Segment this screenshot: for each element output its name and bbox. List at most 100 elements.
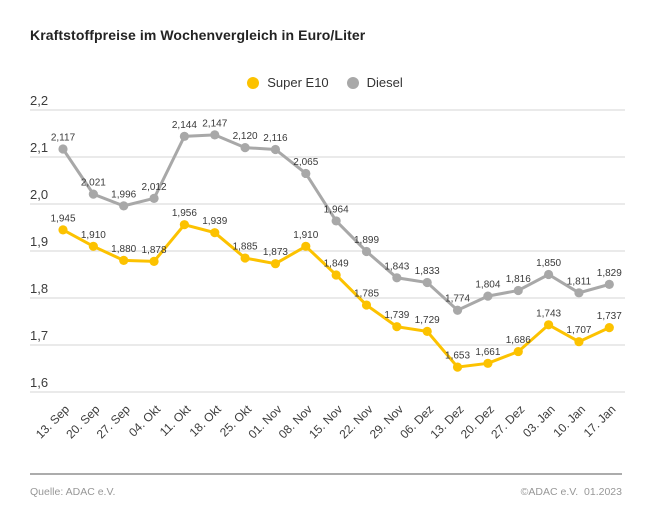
data-point-diesel [513, 285, 523, 296]
data-point-diesel [119, 201, 129, 211]
data-point-diesel [58, 144, 68, 154]
data-point-diesel [270, 144, 281, 155]
x-tick-label: 04. Okt [126, 402, 164, 440]
data-label-super-e10: 1,737 [597, 311, 622, 322]
data-point-super-e10 [483, 358, 493, 368]
data-label-super-e10: 1,739 [384, 310, 409, 321]
data-label-diesel: 2,144 [172, 120, 197, 131]
x-tick-label: 11. Okt [157, 402, 194, 439]
data-point-diesel [361, 246, 372, 257]
data-point-super-e10 [544, 320, 554, 330]
data-point-diesel [422, 277, 432, 288]
legend-item-super-e10: Super E10 [247, 75, 329, 90]
data-point-super-e10 [270, 259, 281, 269]
x-tick-label: 10. Jan [550, 402, 588, 440]
data-label-diesel: 2,116 [263, 133, 288, 144]
data-point-diesel [149, 193, 159, 203]
data-label-super-e10: 1,661 [475, 347, 500, 358]
data-point-super-e10 [331, 270, 341, 280]
legend-label-diesel: Diesel [366, 75, 403, 90]
data-point-diesel [179, 131, 189, 141]
y-tick-label: 2,1 [30, 140, 48, 155]
legend-item-diesel: Diesel [346, 75, 403, 90]
data-label-diesel: 2,012 [142, 182, 167, 193]
data-label-diesel: 2,065 [293, 157, 318, 168]
data-label-super-e10: 1,743 [536, 308, 561, 319]
data-point-diesel [392, 273, 402, 283]
data-label-diesel: 2,120 [233, 131, 258, 142]
data-label-super-e10: 1,956 [172, 208, 197, 219]
data-point-super-e10 [574, 337, 584, 347]
x-tick-label: 17. Jan [581, 402, 619, 440]
diesel-dot-icon [346, 76, 359, 89]
x-tick-label: 27. Dez [488, 402, 527, 441]
data-label-super-e10: 1,686 [506, 335, 531, 346]
legend: Super E10 Diesel [0, 75, 650, 90]
data-label-diesel: 2,021 [81, 178, 106, 189]
data-label-super-e10: 1,939 [202, 216, 227, 227]
y-tick-label: 1,7 [30, 328, 48, 343]
data-label-diesel: 1,804 [475, 280, 500, 291]
data-point-super-e10 [88, 241, 98, 251]
data-point-super-e10 [58, 225, 68, 235]
super-e10-dot-icon [247, 76, 260, 89]
data-label-super-e10: 1,873 [263, 247, 288, 258]
data-point-diesel [88, 189, 98, 199]
y-tick-label: 2,0 [30, 187, 48, 202]
data-point-diesel [331, 216, 341, 226]
data-point-super-e10 [392, 322, 402, 332]
x-tick-label: 18. Okt [187, 402, 225, 440]
data-label-diesel: 1,899 [354, 235, 379, 246]
data-label-diesel: 1,964 [324, 204, 349, 215]
copyright-note: ©ADAC e.V. 01.2023 [520, 486, 622, 498]
data-point-super-e10 [301, 241, 311, 251]
data-label-diesel: 1,833 [415, 266, 440, 277]
source-note: Quelle: ADAC e.V. [30, 486, 116, 498]
data-label-super-e10: 1,729 [415, 315, 440, 326]
data-point-super-e10 [513, 346, 523, 357]
data-label-diesel: 1,843 [384, 261, 409, 272]
data-label-super-e10: 1,910 [293, 230, 318, 241]
x-tick-label: 27. Sep [94, 402, 133, 441]
data-label-super-e10: 1,785 [354, 289, 379, 300]
data-point-diesel [544, 269, 554, 280]
x-tick-label: 03. Jan [520, 402, 558, 440]
data-label-super-e10: 1,885 [233, 242, 258, 253]
data-label-super-e10: 1,880 [111, 244, 136, 255]
data-point-super-e10 [119, 255, 129, 265]
data-label-super-e10: 1,653 [445, 351, 470, 362]
data-label-super-e10: 1,849 [324, 258, 349, 269]
data-point-super-e10 [179, 220, 189, 230]
data-point-diesel [604, 279, 614, 289]
data-label-diesel: 2,147 [202, 118, 227, 129]
data-label-diesel: 2,117 [51, 133, 76, 144]
data-label-super-e10: 1,945 [50, 213, 75, 224]
data-label-super-e10: 1,910 [81, 230, 106, 241]
data-label-super-e10: 1,878 [142, 245, 167, 256]
y-tick-label: 1,8 [30, 281, 48, 296]
data-point-diesel [452, 305, 463, 315]
page-title: Kraftstoffpreise im Wochenvergleich in E… [30, 27, 366, 43]
data-label-diesel: 1,829 [597, 268, 622, 279]
data-label-diesel: 1,811 [567, 276, 592, 287]
footer-divider [30, 473, 622, 475]
data-point-super-e10 [422, 326, 432, 336]
data-point-diesel [301, 168, 311, 179]
data-label-super-e10: 1,707 [566, 325, 591, 336]
data-label-diesel: 1,816 [506, 274, 531, 285]
data-point-diesel [240, 143, 250, 153]
data-label-diesel: 1,996 [111, 189, 136, 200]
y-tick-label: 1,9 [30, 234, 48, 249]
data-label-diesel: 1,774 [445, 294, 470, 305]
legend-label-super-e10: Super E10 [267, 75, 329, 90]
data-point-super-e10 [361, 300, 372, 310]
data-point-super-e10 [210, 228, 220, 238]
y-tick-label: 1,6 [30, 375, 48, 390]
data-point-diesel [210, 130, 220, 140]
data-point-diesel [574, 288, 584, 298]
y-tick-label: 2,2 [30, 93, 48, 108]
data-point-super-e10 [240, 253, 250, 263]
data-point-diesel [483, 291, 493, 301]
